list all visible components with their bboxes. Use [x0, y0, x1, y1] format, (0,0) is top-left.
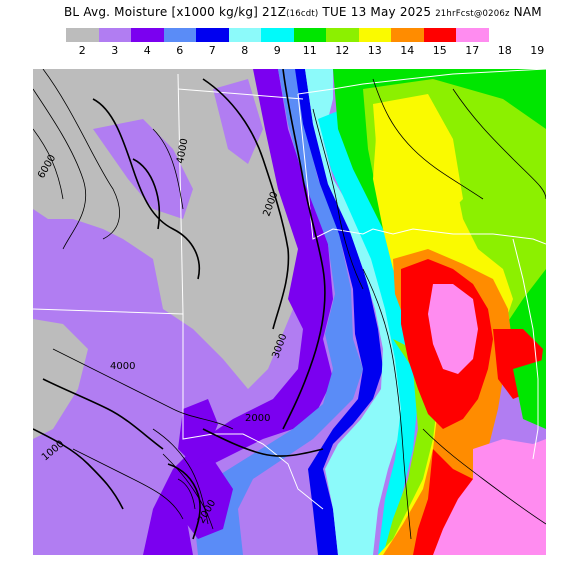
legend-swatch	[326, 28, 359, 42]
legend-swatch	[66, 28, 99, 42]
fill-blue-band	[295, 69, 383, 555]
contour-2	[33, 88, 87, 250]
legend-swatch	[131, 28, 164, 42]
legend-label: 11	[302, 44, 317, 57]
contour-9	[152, 428, 209, 525]
legend-label: 2	[78, 44, 86, 57]
legend-swatch	[293, 28, 326, 42]
contour-3000	[282, 69, 326, 430]
fill-purple-inner-2	[213, 79, 263, 164]
color-legend-bar	[66, 28, 489, 42]
boundary-mx	[182, 314, 324, 510]
boundary-ok-ks	[297, 69, 546, 95]
map-canvas: 6000 4000 2000 3000 4000 2000 1000 2000	[33, 69, 546, 555]
title-main: BL Avg. Moisture [x1000 kg/kg] 21Z	[64, 5, 287, 19]
moisture-map: 6000 4000 2000 3000 4000 2000 1000 2000	[33, 69, 546, 555]
title-date: TUE 13 May 2025	[322, 5, 432, 19]
legend-swatch	[423, 28, 456, 42]
contour-4000-c	[42, 378, 164, 450]
legend-label: 9	[273, 44, 281, 57]
legend-label: 3	[111, 44, 119, 57]
title-model: NAM	[513, 5, 542, 19]
legend-label: 15	[432, 44, 447, 57]
contour-5	[312, 108, 364, 290]
fill-purple-inner	[93, 119, 193, 219]
title-time-zone: (16cdt)	[286, 9, 319, 19]
legend-swatch	[358, 28, 391, 42]
fill-cornflower-band	[193, 69, 363, 555]
legend-swatch	[98, 28, 131, 42]
contour-4000-b	[132, 158, 161, 230]
contour-11	[167, 463, 201, 540]
contour-3	[33, 128, 64, 200]
legend-label: 19	[530, 44, 545, 57]
legend-label: 12	[335, 44, 350, 57]
legend-swatch	[228, 28, 261, 42]
boundary-tx-la	[512, 238, 539, 460]
legend-label: 4	[143, 44, 151, 57]
contour-14	[422, 428, 546, 525]
contour-label: 4000	[175, 138, 190, 165]
legend-swatch	[391, 28, 424, 42]
contour-10	[162, 453, 214, 530]
fill-light-cyan-band	[305, 69, 403, 555]
terrain-contours	[33, 69, 546, 540]
title-forecast: 21hrFcst@0206z	[435, 9, 510, 19]
contour-label: 2000	[245, 413, 270, 424]
fill-grey-sw	[33, 319, 88, 439]
fill-dark-purple-band	[143, 69, 333, 555]
contour-12	[177, 478, 196, 510]
contour-8	[72, 448, 184, 520]
contour-6000	[92, 98, 200, 280]
legend-label: 7	[208, 44, 216, 57]
contour-4000	[202, 78, 290, 330]
legend-label: 14	[400, 44, 415, 57]
legend-swatch	[196, 28, 229, 42]
fill-pink-south	[433, 439, 546, 555]
legend-swatch	[163, 28, 196, 42]
legend-label: 13	[367, 44, 382, 57]
contour-2000-b	[33, 428, 124, 510]
contour-2000-c	[202, 428, 324, 457]
contour-label: 4000	[110, 361, 135, 372]
contour-4	[152, 128, 184, 210]
contour-6	[372, 78, 484, 200]
boundary-co-nm	[177, 88, 304, 100]
contour-1	[42, 69, 120, 240]
contour-13	[362, 268, 412, 540]
legend-label: 8	[241, 44, 249, 57]
contour-15	[452, 88, 546, 200]
contour-7	[52, 348, 234, 430]
state-boundaries	[33, 69, 546, 510]
legend-label: 17	[465, 44, 480, 57]
legend-label: 18	[497, 44, 512, 57]
color-legend-labels: 2 3 4 6 7 8 9 11 12 13 14 15 17 18 19	[66, 44, 545, 58]
legend-swatch	[456, 28, 489, 42]
legend-label: 6	[176, 44, 184, 57]
legend-swatch	[261, 28, 294, 42]
fill-pink-north	[428, 284, 478, 374]
boundary-tx-ok	[297, 93, 546, 245]
fill-dark-purple-patch	[178, 399, 218, 464]
map-title: BL Avg. Moisture [x1000 kg/kg] 21Z(16cdt…	[64, 5, 542, 19]
